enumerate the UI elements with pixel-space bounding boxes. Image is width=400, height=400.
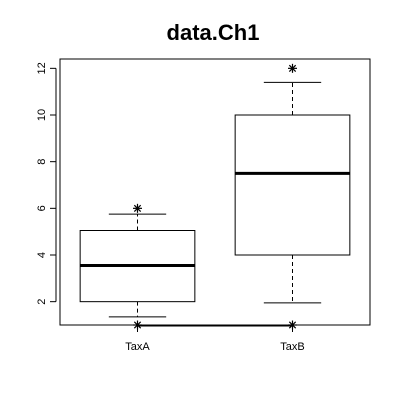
outlier-point bbox=[288, 63, 297, 73]
outlier-point bbox=[288, 320, 297, 330]
y-tick-label: 10 bbox=[36, 109, 48, 121]
box-rect bbox=[234, 114, 351, 256]
chart-title: data.Ch1 bbox=[167, 20, 260, 45]
x-axis: TaxA TaxB bbox=[125, 325, 305, 353]
box-taxb bbox=[234, 63, 351, 330]
outlier-stroke bbox=[133, 204, 142, 212]
outlier-point bbox=[133, 203, 142, 213]
outlier-stroke bbox=[133, 321, 142, 329]
y-axis: 2 4 6 8 10 12 bbox=[36, 62, 57, 305]
y-tick-label: 8 bbox=[36, 159, 48, 165]
box-taxa bbox=[79, 203, 196, 330]
box-group bbox=[79, 63, 351, 330]
outlier-point bbox=[133, 320, 142, 330]
x-tick-label: TaxA bbox=[125, 341, 150, 353]
y-tick-label: 2 bbox=[36, 299, 48, 305]
outlier-stroke bbox=[288, 64, 297, 72]
y-tick-label: 4 bbox=[36, 252, 48, 258]
y-tick-label: 6 bbox=[36, 205, 48, 211]
y-tick-label: 12 bbox=[36, 62, 48, 74]
plot-frame bbox=[59, 58, 371, 326]
outlier-stroke bbox=[288, 321, 297, 329]
x-tick-label: TaxB bbox=[280, 341, 304, 353]
